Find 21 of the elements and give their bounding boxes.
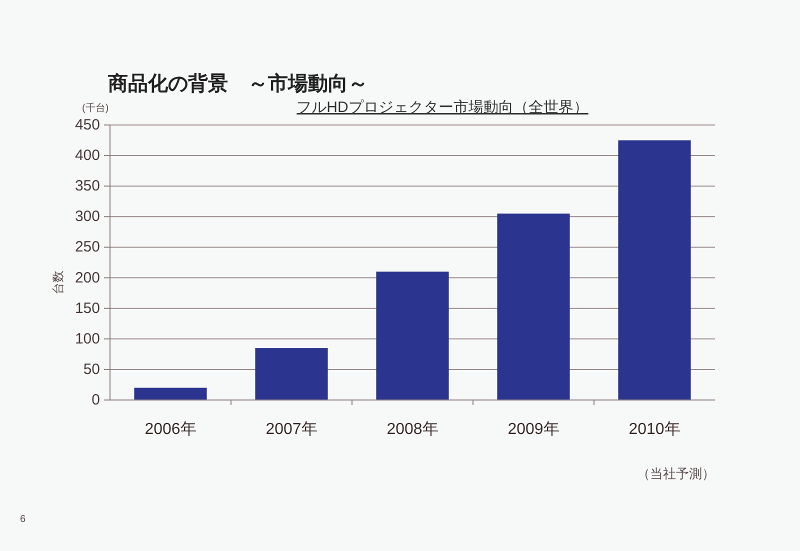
x-tick-label: 2010年 bbox=[628, 421, 680, 438]
y-tick-label: 150 bbox=[74, 300, 100, 317]
y-tick-label: 400 bbox=[74, 147, 100, 164]
y-tick-label: 300 bbox=[74, 208, 100, 226]
chart-title: 商品化の背景 ～市場動向～ bbox=[107, 72, 368, 95]
text: （当社予測） bbox=[637, 466, 715, 481]
y-tick-label: 200 bbox=[74, 269, 100, 286]
y-axis-title: 台数 bbox=[51, 270, 65, 294]
chart-subtitle: フルHDプロジェクター市場動向（全世界） bbox=[296, 99, 588, 116]
x-tick-label: 2006年 bbox=[144, 421, 196, 438]
y-tick-label: 0 bbox=[92, 392, 100, 408]
y-tick-label: 100 bbox=[74, 330, 100, 348]
x-tick-label: 2008年 bbox=[386, 421, 438, 438]
y-tick-label: 350 bbox=[74, 178, 100, 195]
y-tick-label: 450 bbox=[74, 116, 100, 134]
x-tick-label: 2007年 bbox=[266, 421, 318, 438]
text: 6 bbox=[20, 514, 26, 525]
x-tick-label: 2009年 bbox=[508, 421, 560, 438]
y-tick-label: 50 bbox=[83, 360, 100, 378]
text: (千台) bbox=[82, 102, 109, 114]
y-tick-label: 250 bbox=[74, 238, 100, 256]
